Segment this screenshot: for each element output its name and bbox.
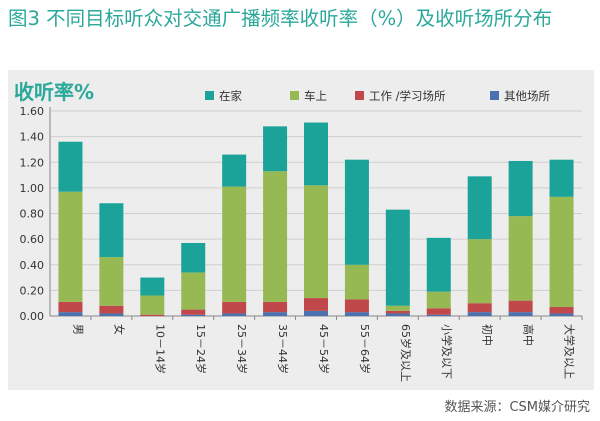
bar-segment bbox=[181, 272, 206, 310]
data-source-note: 数据来源：CSM媒介研究 bbox=[444, 400, 590, 415]
bar-segment bbox=[222, 154, 247, 187]
bar-segment bbox=[426, 314, 451, 316]
x-category-label: 25－34岁 bbox=[235, 324, 249, 374]
bar-segment bbox=[58, 301, 83, 313]
y-tick-label: 0.60 bbox=[20, 233, 45, 246]
bar-segment bbox=[58, 191, 83, 302]
x-category-label: 10－14岁 bbox=[153, 324, 167, 374]
bar-segment bbox=[140, 277, 165, 296]
legend-label: 工作 /学习场所 bbox=[369, 89, 446, 103]
y-tick-label: 1.00 bbox=[20, 182, 45, 195]
bar-segment bbox=[508, 216, 533, 301]
x-category-label: 小学及以下 bbox=[440, 324, 454, 379]
bar-segment bbox=[467, 239, 492, 304]
legend-swatch bbox=[290, 91, 299, 100]
bar-segment bbox=[181, 309, 206, 315]
y-axis-label: 收听率% bbox=[14, 80, 95, 104]
bar-segment bbox=[140, 314, 165, 316]
legend-swatch bbox=[205, 91, 214, 100]
bar-segment bbox=[263, 126, 288, 172]
x-category-label: 65岁及以上 bbox=[399, 324, 413, 382]
y-tick-label: 1.60 bbox=[20, 105, 45, 118]
bar-segment bbox=[99, 305, 124, 314]
bar-segment bbox=[426, 308, 451, 315]
bar-segment bbox=[426, 291, 451, 309]
bar-segment bbox=[344, 264, 369, 300]
bar-segment bbox=[549, 159, 574, 197]
bar-segment bbox=[140, 295, 165, 315]
bar-segment bbox=[385, 313, 410, 316]
bar-segment bbox=[222, 301, 247, 314]
legend-swatch bbox=[490, 91, 499, 100]
bar-segment bbox=[263, 312, 288, 316]
bar-segment bbox=[426, 237, 451, 292]
bar-segment bbox=[508, 300, 533, 313]
x-category-label: 55－64岁 bbox=[358, 324, 372, 374]
bar-segment bbox=[304, 122, 328, 186]
y-tick-label: 0.40 bbox=[20, 259, 45, 272]
bar-segment bbox=[263, 301, 288, 313]
bar-segment bbox=[344, 159, 369, 265]
bar-segment bbox=[99, 257, 124, 306]
bar-segment bbox=[549, 313, 574, 316]
bar-segment bbox=[467, 176, 492, 240]
bar-segment bbox=[467, 303, 492, 313]
bar-segment bbox=[58, 312, 83, 316]
x-category-label: 15－24岁 bbox=[194, 324, 208, 374]
bar-segment bbox=[385, 305, 410, 311]
bar-segment bbox=[58, 141, 83, 192]
y-tick-label: 1.20 bbox=[20, 156, 45, 169]
bar-segment bbox=[344, 312, 369, 316]
legend-swatch bbox=[355, 91, 364, 100]
legend-label: 在家 bbox=[219, 89, 242, 103]
x-category-label: 女 bbox=[112, 324, 126, 335]
legend-label: 其他场所 bbox=[504, 89, 550, 103]
bar-segment bbox=[508, 312, 533, 316]
y-tick-label: 0.00 bbox=[20, 310, 45, 323]
bar-segment bbox=[385, 310, 410, 314]
x-category-label: 45－54岁 bbox=[317, 324, 331, 374]
bar-segment bbox=[222, 186, 247, 302]
figure-title: 图3 不同目标听众对交通广播频率收听率（%）及收听场所分布 bbox=[8, 7, 553, 30]
legend-label: 车上 bbox=[304, 89, 327, 103]
bar-segment bbox=[344, 299, 369, 313]
bar-segment bbox=[99, 313, 124, 316]
y-tick-label: 0.20 bbox=[20, 284, 45, 297]
bar-segment bbox=[181, 242, 206, 273]
bar-segment bbox=[549, 196, 574, 308]
bar-segment bbox=[508, 160, 533, 217]
y-tick-label: 0.80 bbox=[20, 208, 45, 221]
y-tick-label: 1.40 bbox=[20, 131, 45, 144]
bar-segment bbox=[304, 298, 328, 311]
bar-segment bbox=[304, 185, 328, 299]
x-category-label: 大学及以上 bbox=[563, 324, 577, 379]
bar-segment bbox=[181, 314, 206, 316]
bar-segment bbox=[222, 313, 247, 316]
bar-segment bbox=[263, 171, 288, 302]
x-category-label: 35－44岁 bbox=[276, 324, 290, 374]
bar-segment bbox=[304, 310, 328, 316]
bar-segment bbox=[549, 307, 574, 314]
x-category-label: 高中 bbox=[522, 324, 536, 346]
bar-segment bbox=[99, 203, 124, 258]
x-category-label: 男 bbox=[71, 324, 84, 335]
bar-segment bbox=[385, 209, 410, 306]
bar-segment bbox=[467, 312, 492, 316]
x-category-label: 初中 bbox=[481, 324, 495, 346]
